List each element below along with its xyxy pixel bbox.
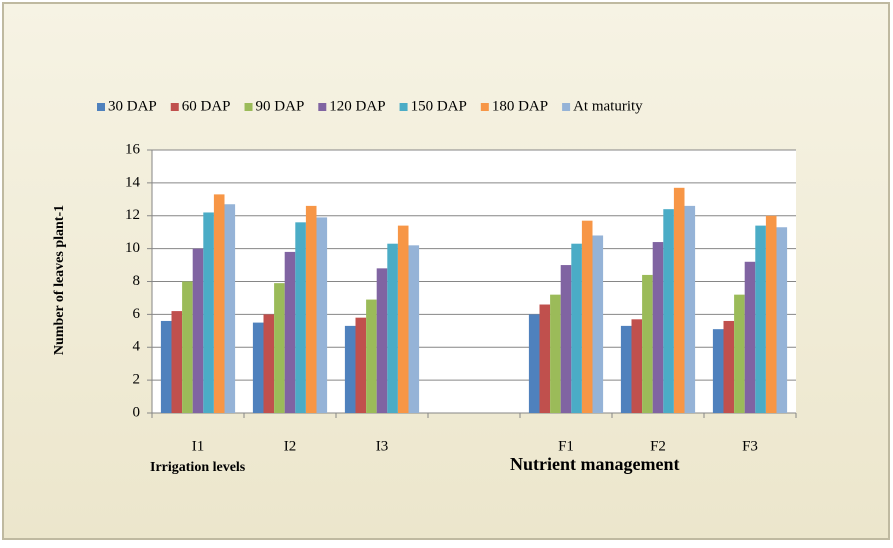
bar	[252, 322, 264, 413]
bar	[408, 245, 420, 413]
bar	[560, 265, 572, 413]
x-tick-label: F2	[650, 438, 666, 454]
y-tick-label: 8	[133, 273, 141, 289]
bar	[203, 212, 214, 413]
x-tick-label: F3	[742, 438, 758, 454]
legend-label: 120 DAP	[329, 98, 385, 114]
bar	[344, 325, 356, 413]
bar	[182, 281, 193, 413]
legend-swatch	[318, 103, 327, 111]
legend-swatch	[399, 103, 408, 111]
annotation: Irrigation levels	[150, 460, 246, 475]
bar	[376, 268, 388, 413]
bar	[171, 311, 183, 413]
bar	[620, 325, 632, 413]
bar	[160, 320, 172, 413]
x-tick-label: I1	[192, 438, 205, 454]
legend-swatch	[97, 103, 105, 111]
bar	[663, 209, 674, 413]
legend-swatch	[480, 103, 489, 111]
x-tick-label: I2	[284, 438, 297, 454]
bar	[305, 205, 317, 413]
bar	[355, 317, 367, 413]
bar	[316, 217, 328, 413]
bar	[744, 261, 756, 413]
bar	[712, 329, 724, 413]
annotation: Nutrient management	[510, 454, 679, 474]
bar	[387, 243, 398, 413]
bar	[723, 320, 735, 413]
bar	[734, 294, 745, 413]
bar	[213, 194, 225, 413]
bar	[263, 314, 275, 413]
y-tick-label: 0	[133, 404, 141, 420]
bar	[765, 215, 777, 413]
bar	[274, 283, 285, 413]
bar	[539, 304, 551, 413]
bar	[295, 222, 306, 413]
legend-label: 180 DAP	[492, 98, 548, 114]
legend-swatch	[244, 103, 253, 111]
legend-label: 90 DAP	[256, 98, 305, 114]
bar	[550, 294, 561, 413]
bar	[755, 225, 766, 413]
y-tick-label: 4	[133, 339, 141, 355]
bar	[224, 204, 236, 413]
y-tick-label: 16	[125, 141, 141, 157]
bar	[581, 220, 593, 413]
bar	[366, 299, 377, 413]
bar	[642, 274, 653, 413]
bar	[673, 187, 685, 413]
y-axis-label: Number of leaves plant-1	[52, 205, 67, 355]
legend-label: 150 DAP	[411, 98, 467, 114]
legend-swatch	[562, 103, 571, 111]
legend-swatch	[170, 103, 179, 111]
bar	[652, 242, 664, 413]
bar	[571, 243, 582, 413]
bar	[776, 227, 788, 413]
bar	[592, 235, 604, 413]
y-tick-label: 10	[125, 240, 140, 256]
bar	[192, 248, 204, 413]
x-tick-label: I3	[376, 438, 389, 454]
y-tick-label: 6	[133, 306, 141, 322]
bar	[631, 319, 643, 413]
bar	[684, 205, 696, 413]
x-tick-label: F1	[558, 438, 574, 454]
y-tick-label: 2	[133, 372, 141, 388]
legend-label: 30 DAP	[108, 98, 157, 114]
y-tick-label: 12	[125, 207, 140, 223]
legend-label: 60 DAP	[182, 98, 231, 114]
y-tick-label: 14	[125, 174, 141, 190]
legend-label: At maturity	[573, 98, 643, 114]
bar	[397, 225, 409, 413]
bar	[284, 251, 296, 413]
bar	[528, 314, 540, 413]
